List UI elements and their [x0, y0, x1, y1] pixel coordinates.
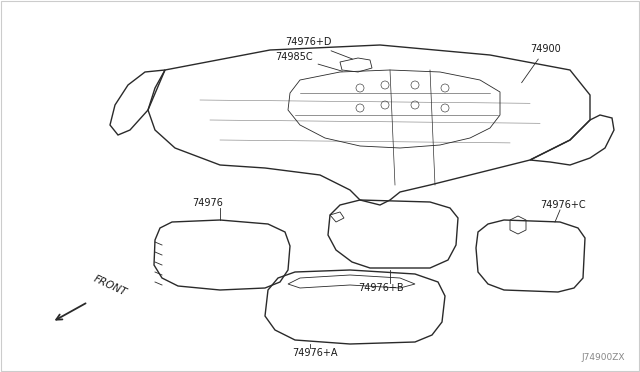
- Text: FRONT: FRONT: [92, 274, 129, 298]
- Text: J74900ZX: J74900ZX: [582, 353, 625, 362]
- Text: 74976+C: 74976+C: [540, 200, 586, 210]
- Text: 74976+A: 74976+A: [292, 348, 337, 358]
- Text: 74900: 74900: [522, 44, 561, 83]
- Text: 74976: 74976: [192, 198, 223, 208]
- Text: 74976+B: 74976+B: [358, 283, 404, 293]
- Text: 74985C: 74985C: [275, 52, 342, 71]
- Text: 74976+D: 74976+D: [285, 37, 353, 59]
